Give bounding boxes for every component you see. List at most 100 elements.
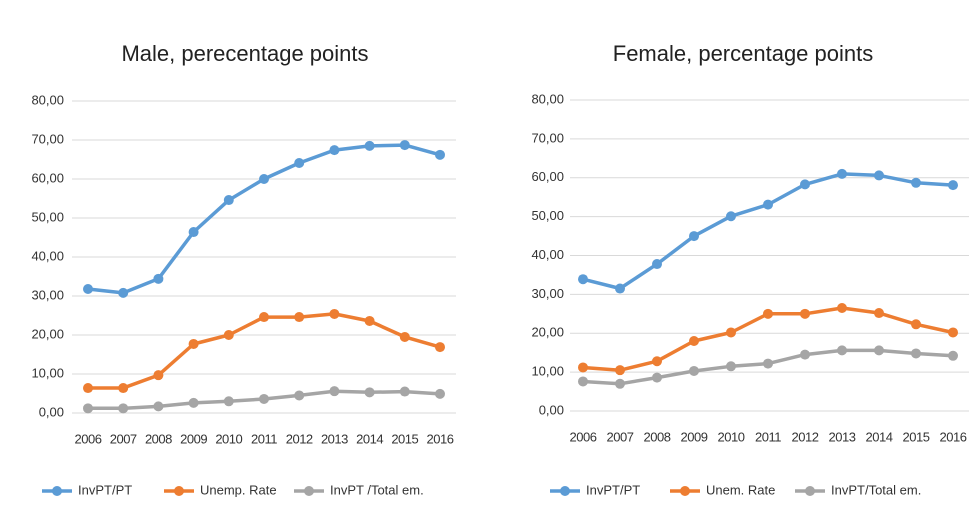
chart-title: Male, perecentage points — [121, 41, 368, 66]
data-point — [726, 361, 736, 372]
data-point — [118, 383, 129, 394]
data-point — [364, 140, 375, 151]
x-tick-label: 2013 — [321, 431, 348, 446]
data-point — [153, 273, 164, 284]
chart-panel: Female, percentage points 0,00 10,00 20,00 3… — [531, 41, 969, 497]
data-point — [689, 365, 699, 376]
data-point — [118, 403, 129, 414]
x-tick-label: 2012 — [792, 429, 819, 444]
data-point — [837, 302, 847, 313]
x-tick-label: 2012 — [286, 431, 313, 446]
x-tick-label: 2008 — [145, 431, 172, 446]
x-tick-label: 2009 — [681, 429, 708, 444]
data-point — [948, 327, 958, 338]
y-tick-label: 0,00 — [39, 404, 64, 419]
data-point — [188, 397, 199, 408]
data-point — [329, 308, 340, 319]
legend-label: InvPT/PT — [586, 482, 640, 497]
data-point — [83, 403, 93, 414]
data-point — [259, 174, 269, 184]
legend-marker — [304, 486, 314, 496]
data-point — [259, 312, 269, 323]
data-point — [615, 365, 625, 376]
data-point — [763, 358, 773, 369]
y-tick-label: 80,00 — [31, 92, 64, 107]
x-tick-label: 2010 — [718, 429, 745, 444]
y-tick-label: 50,00 — [531, 208, 564, 223]
data-point — [615, 283, 625, 294]
data-point — [874, 345, 884, 356]
y-tick-label: 10,00 — [531, 364, 564, 379]
x-tick-label: 2006 — [570, 429, 597, 444]
data-point — [800, 179, 810, 190]
data-point — [911, 348, 921, 359]
data-point — [153, 401, 164, 412]
data-point — [763, 308, 773, 319]
data-point — [364, 387, 375, 398]
data-point — [615, 378, 625, 389]
data-point — [578, 274, 588, 285]
legend-marker — [560, 486, 570, 496]
data-point — [652, 372, 662, 383]
y-tick-label: 70,00 — [31, 131, 64, 146]
data-point — [689, 231, 699, 242]
y-tick-label: 30,00 — [31, 287, 64, 302]
data-point — [153, 370, 164, 381]
x-tick-label: 2013 — [829, 429, 856, 444]
data-point — [259, 393, 269, 404]
data-point — [800, 308, 810, 319]
data-point — [435, 388, 445, 399]
y-tick-label: 60,00 — [531, 169, 564, 184]
x-tick-label: 2014 — [866, 429, 893, 444]
data-point — [188, 227, 199, 238]
data-point — [726, 327, 736, 338]
x-tick-label: 2016 — [427, 431, 454, 446]
x-tick-label: 2007 — [607, 429, 634, 444]
data-point — [652, 259, 662, 270]
legend-label: InvPT/PT — [78, 482, 132, 497]
y-tick-label: 20,00 — [31, 326, 64, 341]
y-tick-label: 60,00 — [31, 170, 64, 185]
x-tick-label: 2014 — [356, 431, 383, 446]
data-point — [294, 390, 305, 401]
chart-title: Female, percentage points — [613, 41, 874, 66]
data-point — [874, 170, 884, 181]
y-tick-label: 10,00 — [31, 365, 64, 380]
x-tick-label: 2016 — [940, 429, 967, 444]
chart-panel: Male, perecentage points 0,00 10,00 20,00 30… — [31, 41, 456, 497]
legend-label: InvPT /Total em. — [330, 482, 424, 497]
data-point — [800, 349, 810, 360]
data-point — [399, 140, 410, 151]
data-point — [948, 350, 958, 361]
legend-marker — [805, 486, 815, 496]
x-tick-label: 2015 — [391, 431, 418, 446]
y-tick-label: 80,00 — [531, 91, 564, 106]
data-point — [399, 386, 410, 397]
data-point — [364, 315, 375, 326]
y-tick-label: 20,00 — [531, 325, 564, 340]
legend-marker — [52, 486, 62, 496]
x-tick-label: 2008 — [644, 429, 671, 444]
data-point — [726, 211, 736, 222]
x-tick-label: 2009 — [180, 431, 207, 446]
legend-marker — [680, 486, 690, 496]
data-point — [837, 345, 847, 356]
data-point — [223, 330, 234, 340]
data-point — [874, 308, 884, 319]
data-point — [911, 319, 921, 330]
y-tick-label: 70,00 — [531, 130, 564, 145]
y-tick-label: 50,00 — [31, 209, 64, 224]
data-point — [294, 312, 305, 323]
series-line — [88, 312, 441, 390]
x-tick-label: 2015 — [903, 429, 930, 444]
y-tick-label: 30,00 — [531, 286, 564, 301]
x-tick-label: 2011 — [755, 429, 781, 444]
data-point — [329, 145, 340, 156]
series-line — [87, 143, 441, 295]
legend-marker — [174, 486, 184, 496]
x-tick-label: 2010 — [215, 431, 242, 446]
data-point — [188, 338, 199, 349]
series-line — [582, 172, 954, 291]
data-point — [329, 386, 340, 397]
data-point — [911, 177, 921, 188]
